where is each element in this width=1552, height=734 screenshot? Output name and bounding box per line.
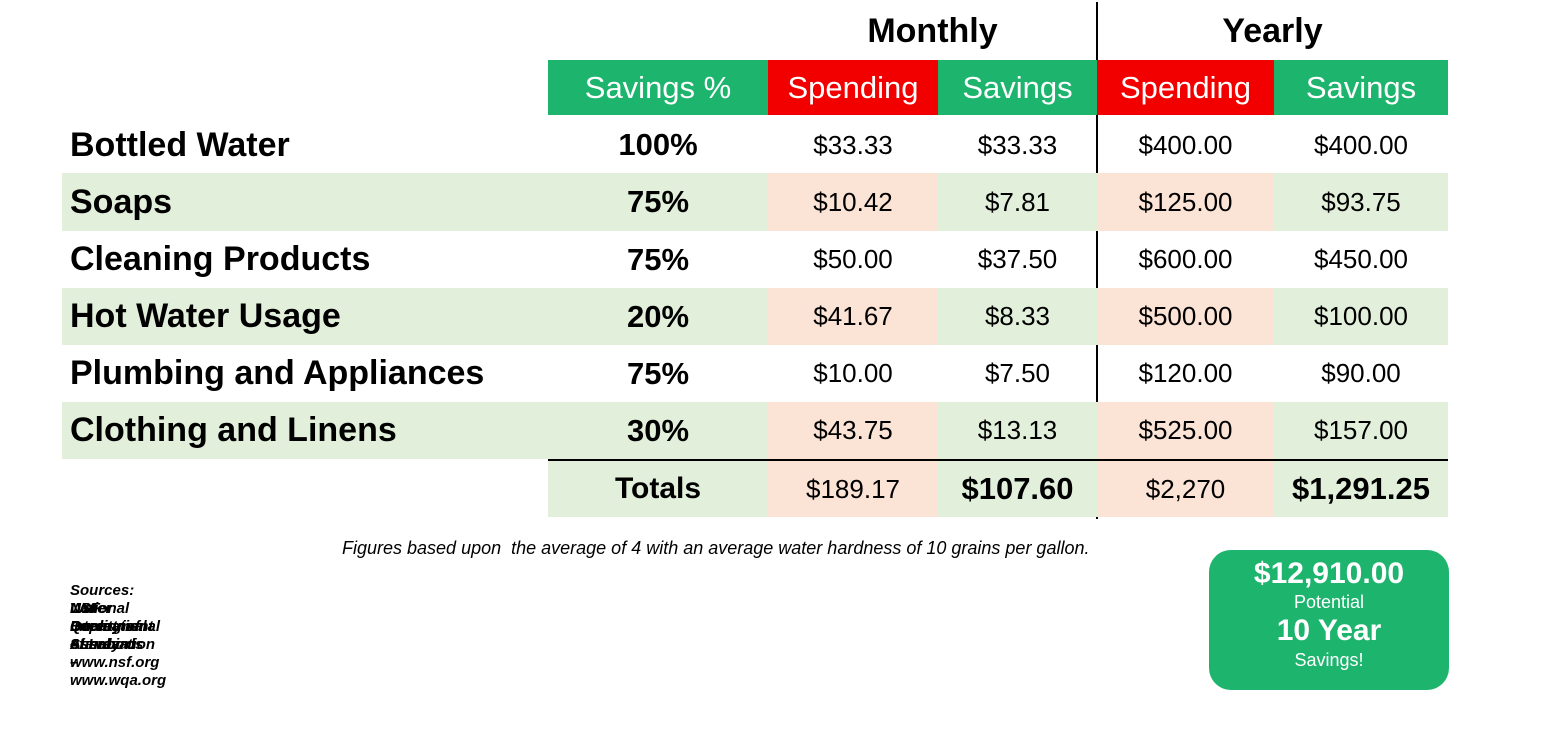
row-label: Bottled Water [70, 125, 290, 164]
totals-label: Totals [548, 461, 768, 517]
column-header: Savings % [548, 60, 768, 115]
savings-pct: 30% [626, 412, 690, 448]
amount: $525.00 [1097, 402, 1274, 459]
total-amount: $107.60 [938, 461, 1097, 517]
row-label: Clothing and Linens [70, 411, 397, 449]
amount: $400.00 [1138, 129, 1233, 160]
amount: $37.50 [977, 244, 1058, 274]
column-header: Savings [938, 60, 1097, 115]
row-label: Hot Water Usage [70, 297, 341, 335]
amount: $450.00 [1314, 244, 1408, 274]
total-amount: $1,291.25 [1274, 461, 1448, 517]
amount: $33.33 [977, 129, 1058, 160]
amount: $41.67 [768, 288, 938, 345]
callout-title: 10 Year [1276, 614, 1382, 647]
footnote: Figures based upon the average of 4 with… [342, 538, 1090, 558]
savings-pct: 20% [626, 298, 690, 334]
total-amount: $2,270 [1097, 461, 1274, 517]
amount: $157.00 [1314, 415, 1408, 445]
savings-callout: $12,910.00 Potential 10 Year Savings! [1209, 550, 1449, 690]
amount: $120.00 [1138, 358, 1233, 388]
amount: $7.50 [984, 358, 1051, 388]
source-item: Water Quality Association – www.wqa.org [70, 600, 167, 689]
savings-pct: 75% [626, 184, 690, 219]
amount: $125.00 [1097, 173, 1274, 231]
amount: $13.13 [977, 415, 1058, 445]
totals-rule [548, 459, 1448, 461]
amount: $90.00 [1321, 358, 1401, 388]
source-item: US Department of Labor [70, 600, 154, 653]
sources-title: Sources: [70, 582, 135, 599]
amount: $7.81 [984, 186, 1051, 217]
callout-text: Savings! [1294, 650, 1364, 670]
total-amount: $189.17 [768, 461, 938, 517]
row-label: Plumbing and Appliances [70, 354, 485, 392]
savings-pct: 100% [618, 127, 698, 162]
savings-pct: 75% [626, 355, 690, 391]
amount: $500.00 [1097, 288, 1274, 345]
amount: $43.75 [768, 402, 938, 459]
sources: Sources: Water Quality Association – www… [70, 582, 166, 689]
amount: $600.00 [1138, 244, 1233, 274]
row-label: Soaps [70, 182, 173, 221]
column-header: Spending [768, 60, 938, 115]
source-item: NSF International – www.nsf.org [70, 600, 161, 671]
group-header: Monthly [867, 11, 998, 50]
callout-text: Potential [1293, 592, 1365, 612]
amount: $93.75 [1321, 186, 1401, 217]
column-header: Spending [1097, 60, 1274, 115]
source-item: US Geological Survey [70, 600, 147, 653]
group-header: Yearly [1222, 11, 1323, 50]
divider [1096, 2, 1098, 519]
source-item: National Bureau of Standards [70, 600, 144, 653]
amount: $10.00 [813, 358, 893, 388]
row-label: Cleaning Products [70, 240, 371, 278]
amount: $33.33 [813, 129, 893, 160]
callout-amount: $12,910.00 [1253, 557, 1405, 590]
column-header: Savings [1274, 60, 1448, 115]
amount: $10.42 [768, 173, 938, 231]
amount: $50.00 [813, 244, 893, 274]
savings-pct: 75% [626, 241, 690, 277]
amount: $100.00 [1314, 301, 1408, 331]
amount: $8.33 [984, 301, 1051, 331]
amount: $400.00 [1314, 129, 1408, 160]
